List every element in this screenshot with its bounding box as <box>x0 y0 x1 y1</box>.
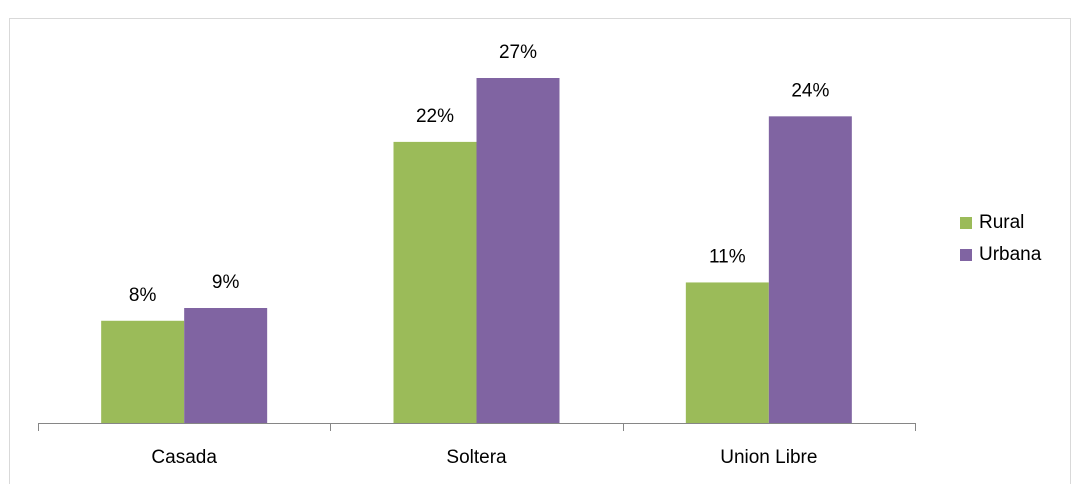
legend-label: Rural <box>979 212 1024 233</box>
legend-swatch <box>960 217 972 229</box>
data-label: 8% <box>129 285 157 306</box>
legend-label: Urbana <box>979 244 1042 265</box>
x-tick-label: Soltera <box>446 447 507 468</box>
bar <box>101 320 185 423</box>
data-label: 27% <box>499 42 537 63</box>
data-label: 24% <box>791 80 829 101</box>
legend-swatch <box>960 249 972 261</box>
data-label: 9% <box>212 272 240 293</box>
bar <box>393 141 477 423</box>
x-tick-label: Union Libre <box>720 447 817 468</box>
bar <box>184 308 268 423</box>
bar <box>768 116 852 423</box>
bar <box>685 282 769 423</box>
data-label: 11% <box>709 246 746 267</box>
x-tick-label: Casada <box>151 447 217 468</box>
bar <box>476 78 560 423</box>
data-label: 22% <box>416 106 454 127</box>
